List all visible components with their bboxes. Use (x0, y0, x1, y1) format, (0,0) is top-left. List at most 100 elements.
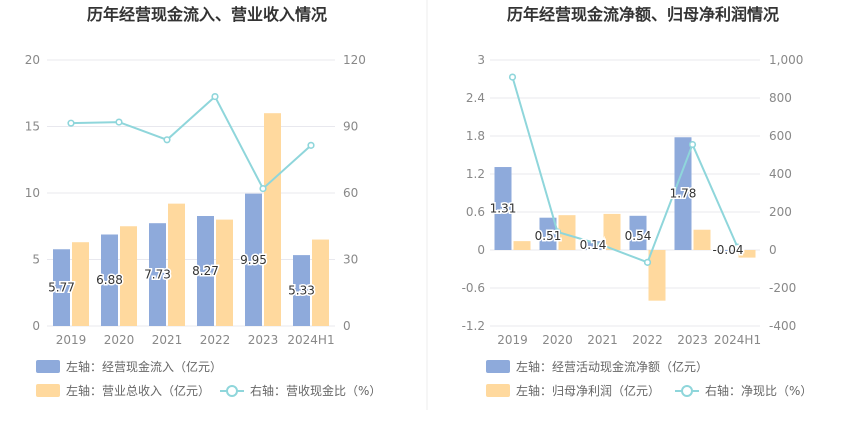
ratio-line-point (307, 141, 315, 149)
right-axis-tick-label: 600 (769, 129, 792, 143)
bar-left-axis-primary (674, 137, 692, 250)
chart-right: -1.2 -0.6 0 0.6 1.2 1.8 2.4 3 -400 -200 0 200 400 600… (462, 53, 813, 398)
left-axis-tick-label: 20 (25, 53, 40, 67)
ratio-line-point (688, 140, 697, 149)
left-axis-tick-label: 1.8 (466, 129, 485, 143)
right-axis-tick-label: 30 (343, 253, 358, 267)
bar-data-label: 7.73 (144, 268, 171, 282)
bar-left-axis-secondary (168, 203, 185, 326)
legend-label: 左轴：营业总收入（亿元） (66, 383, 210, 398)
left-axis-tick-label: 10 (25, 186, 40, 200)
bar-data-label: 6.88 (96, 273, 123, 287)
bar-left-axis-primary (494, 167, 512, 250)
bar-left-axis-secondary (738, 250, 756, 258)
legend-label: 右轴：净现比（%） (705, 383, 812, 398)
left-axis-tick-label: -0.6 (462, 281, 485, 295)
ratio-line-point (211, 92, 219, 101)
bar-data-label: 1.31 (490, 202, 517, 216)
bar-data-label: 8.27 (192, 264, 219, 278)
ratio-line-point (163, 136, 171, 144)
legend-label: 左轴：经营活动现金流净额（亿元） (516, 359, 708, 374)
right-axis-tick-label: 0 (343, 319, 351, 333)
x-axis-tick-label: 2021 (587, 333, 618, 347)
x-axis-tick-label: 2020 (542, 333, 573, 347)
bar-data-label: 0.51 (535, 229, 562, 243)
bar-left-axis-secondary (513, 241, 531, 250)
bar-data-label: 0.14 (580, 238, 607, 252)
x-axis-tick-label: 2021 (152, 333, 183, 347)
left-axis-tick-label: 0.6 (466, 205, 485, 219)
bar-data-label: 5.77 (48, 281, 75, 295)
bar-left-axis-secondary (120, 226, 137, 326)
bar-left-axis-secondary (603, 213, 621, 250)
x-axis-tick-label: 2024H1 (714, 333, 761, 347)
x-axis-tick-label: 2020 (104, 333, 135, 347)
bar-left-axis-secondary (693, 229, 711, 250)
bar-data-label: -0.04 (712, 243, 743, 257)
bar-left-axis-secondary (216, 219, 233, 326)
bar-data-label: 0.54 (625, 229, 652, 243)
bar-data-label: 5.33 (288, 284, 315, 298)
bar-left-axis-primary (101, 234, 118, 326)
legend-line-marker (681, 385, 693, 397)
legend-swatch (36, 360, 60, 373)
left-axis-tick-label: 5 (32, 253, 40, 267)
bar-left-axis-secondary (558, 215, 576, 250)
bar-left-axis-primary (584, 241, 602, 250)
x-axis-tick-label: 2024H1 (287, 333, 334, 347)
left-axis-tick-label: 0 (32, 319, 40, 333)
ratio-line-point (598, 241, 607, 249)
ratio-line-point (553, 228, 562, 236)
right-axis-tick-label: -200 (769, 281, 796, 295)
bar-left-axis-primary (293, 255, 310, 326)
bar-left-axis-secondary (312, 239, 329, 326)
bar-data-label: 1.78 (670, 187, 697, 201)
x-axis-tick-label: 2022 (632, 333, 663, 347)
bar-left-axis-primary (719, 250, 737, 253)
bar-left-axis-secondary (72, 242, 89, 326)
legend-swatch (36, 384, 60, 397)
bar-left-axis-secondary (264, 113, 281, 326)
legend-swatch (486, 384, 510, 397)
legend-swatch (486, 360, 510, 373)
ratio-line (511, 76, 739, 264)
x-axis-tick-label: 2023 (248, 333, 279, 347)
bar-data-label: 9.95 (240, 253, 267, 267)
bar-left-axis-primary (53, 249, 70, 326)
bar-left-axis-primary (197, 216, 214, 326)
left-axis-tick-label: 2.4 (466, 91, 485, 105)
legend-label: 左轴：经营现金流入（亿元） (66, 359, 222, 374)
legend-line-marker (226, 385, 238, 397)
x-axis-tick-label: 2022 (200, 333, 231, 347)
ratio-line-point (259, 184, 267, 193)
left-axis-tick-label: -1.2 (462, 319, 485, 333)
right-axis-tick-label: 60 (343, 186, 358, 200)
legend-label: 左轴：归母净利润（亿元） (516, 383, 660, 398)
bar-left-axis-primary (245, 193, 262, 326)
ratio-line-point (733, 243, 742, 251)
right-axis-tick-label: 200 (769, 205, 792, 219)
left-axis-tick-label: 1.2 (466, 167, 485, 181)
right-axis-tick-label: 90 (343, 120, 358, 134)
right-axis-tick-label: 120 (343, 53, 366, 67)
ratio-line-point (508, 73, 517, 81)
chart-title-right: 历年经营现金流净额、归母净利润情况 (507, 5, 779, 24)
bar-left-axis-primary (629, 215, 647, 250)
x-axis-tick-label: 2019 (56, 333, 87, 347)
bar-left-axis-secondary (648, 250, 666, 301)
right-axis-tick-label: -400 (769, 319, 796, 333)
legend-label: 右轴：营收现金比（%） (250, 383, 381, 398)
ratio-line (70, 94, 312, 191)
bar-left-axis-primary (539, 217, 557, 250)
ratio-line-point (67, 119, 75, 127)
chart-left: 0 5 10 15 20 0 30 60 90 120 2019 2020 2021 2022 2023 20… (25, 53, 382, 398)
right-axis-tick-label: 1,000 (769, 53, 803, 67)
left-axis-tick-label: 15 (25, 120, 40, 134)
right-axis-tick-label: 800 (769, 91, 792, 105)
x-axis-tick-label: 2019 (497, 333, 528, 347)
ratio-line-point (115, 118, 123, 126)
x-axis-tick-label: 2023 (677, 333, 708, 347)
right-axis-tick-label: 400 (769, 167, 792, 181)
bar-left-axis-primary (149, 223, 166, 326)
